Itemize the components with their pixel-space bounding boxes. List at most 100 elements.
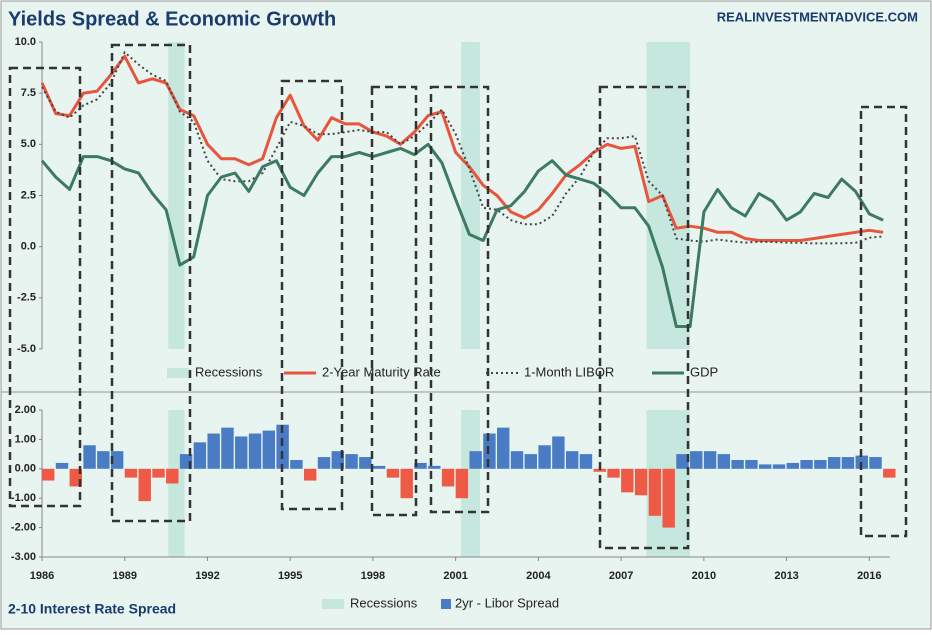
bar [303, 468, 317, 481]
y-tick-label: 1.00 [15, 433, 36, 445]
recession [461, 410, 480, 557]
bar [221, 427, 234, 469]
y-tick-label: -5.0 [17, 343, 36, 355]
legend-label: Recessions [195, 364, 263, 379]
bar [42, 468, 55, 481]
legend-swatch [441, 599, 451, 609]
bar [552, 436, 565, 469]
x-tick-label: 2016 [857, 570, 881, 582]
x-tick-label: 2007 [609, 570, 633, 582]
bar [235, 436, 248, 469]
dashed-box [370, 85, 418, 517]
bar [359, 457, 372, 469]
dashed-box [280, 79, 344, 511]
y-tick-label: 0.00 [15, 463, 36, 475]
bar [386, 468, 400, 478]
bar [193, 442, 207, 469]
bar [455, 468, 469, 499]
lower-title: 2-10 Interest Rate Spread [8, 601, 176, 617]
line-series [40, 54, 884, 242]
bar [703, 451, 717, 469]
bar [538, 445, 551, 469]
bar [814, 459, 827, 469]
bar [745, 459, 758, 469]
y-tick-label: 7.5 [21, 87, 36, 99]
bar [869, 457, 882, 469]
bar [800, 459, 813, 469]
bar [97, 451, 110, 469]
legend-label: Recessions [350, 595, 418, 610]
bar [152, 468, 165, 478]
dashed-box [110, 43, 192, 523]
bar [690, 451, 703, 469]
bar [786, 462, 799, 469]
x-tick-label: 2013 [774, 570, 798, 582]
bar [83, 445, 96, 469]
bar [166, 468, 179, 484]
y-tick-label: -2.5 [17, 292, 36, 304]
bar [593, 468, 606, 472]
legend-label: 2yr - Libor Spread [455, 595, 559, 610]
dashed-box [8, 66, 82, 508]
y-tick-label: 10.0 [15, 36, 36, 48]
dashed-box [429, 85, 490, 514]
bar [248, 433, 262, 469]
dashed-box [598, 85, 690, 550]
bar [565, 451, 579, 469]
bar [607, 468, 620, 478]
chart-title: Yields Spread & Economic Growth [8, 8, 336, 30]
bar [772, 464, 786, 469]
bar [469, 451, 482, 469]
bar [428, 465, 441, 469]
bar [510, 451, 524, 469]
x-tick-label: 1986 [30, 570, 54, 582]
bar [883, 468, 896, 478]
bar [759, 464, 772, 469]
bar [55, 462, 69, 469]
x-tick-label: 1992 [195, 570, 219, 582]
bar [207, 433, 220, 469]
recession [461, 42, 480, 349]
bar [345, 454, 358, 469]
bar [841, 457, 855, 469]
bar [579, 454, 593, 469]
dashed-box [859, 105, 908, 538]
legend-swatch [322, 599, 344, 609]
bar [524, 454, 538, 469]
legend-label: 1-Month LIBOR [524, 364, 614, 379]
bar [290, 459, 303, 469]
y-tick-label: -3.00 [11, 551, 36, 563]
bar [676, 454, 689, 469]
bar [262, 430, 276, 469]
source: REALINVESTMENTADVICE.COM [717, 9, 918, 24]
x-tick-label: 1989 [112, 570, 136, 582]
bar [634, 468, 648, 496]
bar [276, 424, 289, 469]
bar [414, 462, 427, 469]
bar [662, 468, 675, 528]
bar [372, 465, 386, 469]
bar [110, 451, 124, 469]
legend-swatch [167, 368, 189, 378]
annotation-boxes [8, 43, 908, 550]
bar [648, 468, 662, 516]
bar [717, 454, 731, 469]
y-tick-label: -2.00 [11, 522, 36, 534]
line-series [40, 142, 884, 328]
bar [124, 468, 138, 478]
y-tick-label: 2.00 [15, 404, 36, 416]
legend-label: 2-Year Maturity Rate [322, 364, 441, 379]
bar [497, 427, 510, 469]
x-tick-label: 1995 [278, 570, 302, 582]
legend-label: GDP [690, 364, 718, 379]
bar [317, 457, 331, 469]
bar [731, 459, 744, 469]
y-tick-label: 0.0 [21, 241, 36, 253]
y-tick-label: 2.5 [21, 189, 36, 201]
x-tick-label: 1998 [361, 570, 385, 582]
bar [400, 468, 413, 499]
x-tick-label: 2010 [692, 570, 716, 582]
x-tick-label: 2001 [443, 570, 467, 582]
bar [441, 468, 455, 487]
